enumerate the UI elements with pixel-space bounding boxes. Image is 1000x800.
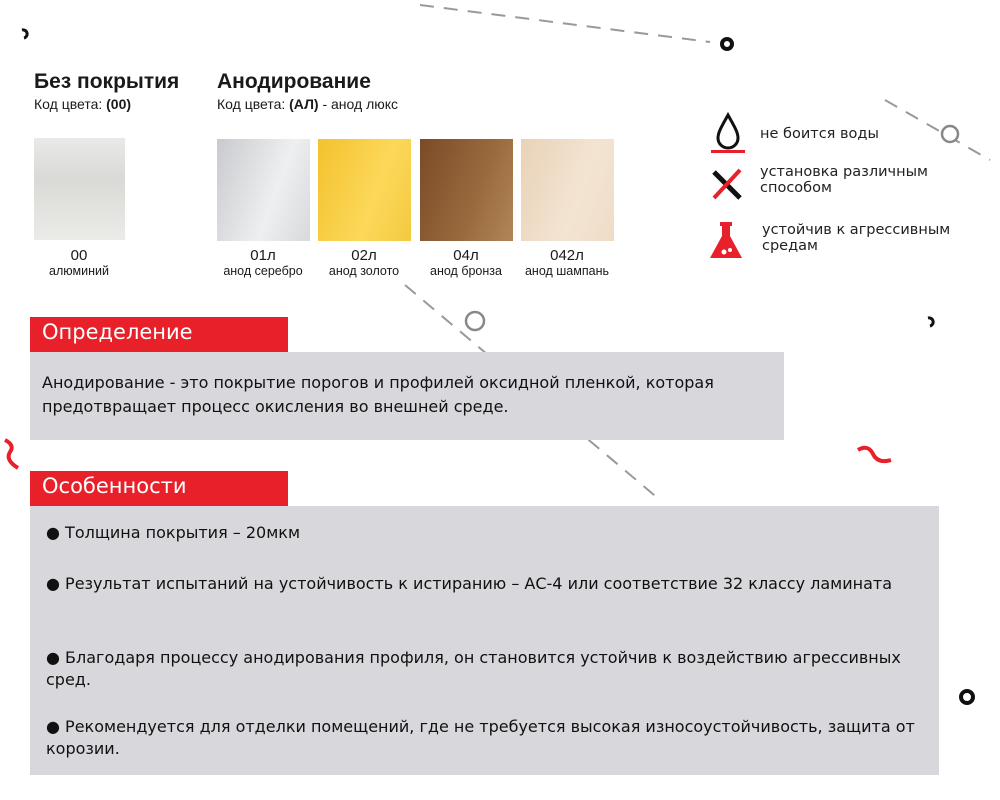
swatch-label-04l: 04л анод бронза xyxy=(430,247,502,278)
swatch-label-00: 00 алюминий xyxy=(49,247,109,278)
swatch-00 xyxy=(34,138,125,240)
definition-text: Анодирование - это покрытие порогов и пр… xyxy=(42,373,714,416)
feature-water: не боится воды xyxy=(760,126,879,142)
water-drop-icon xyxy=(711,112,745,153)
swatch-02l xyxy=(318,139,411,241)
specifics-item: ● Рекомендуется для отделки помещений, г… xyxy=(46,717,915,758)
swatch-label-02l: 02л анод золото xyxy=(328,247,400,278)
swatch-042l xyxy=(521,139,614,241)
flask-icon xyxy=(710,222,742,258)
uncoated-code: Код цвета: (00) xyxy=(34,96,132,112)
definition-heading: Определение xyxy=(30,317,288,352)
anodizing-code: Код цвета: (АЛ) - анод люкс xyxy=(217,96,399,112)
swatch-04l xyxy=(420,139,513,241)
swatch-label-042l: 042л анод шампань xyxy=(524,247,609,278)
specifics-heading: Особенности xyxy=(30,471,288,506)
swatch-label-01l: 01л анод серебро xyxy=(223,247,303,278)
specifics-item: ● Толщина покрытия – 20мкм xyxy=(46,523,301,542)
specifics-item: ● Благодаря процессу анодирования профил… xyxy=(46,648,901,689)
specifics-panel: ● Толщина покрытия – 20мкм ● Результат и… xyxy=(30,506,939,775)
specifics-item: ● Результат испытаний на устойчивость к … xyxy=(46,574,893,593)
uncoated-title: Без покрытия xyxy=(34,70,180,93)
feature-chemical: устойчив к агрессивным средам xyxy=(762,222,951,254)
definition-panel: Анодирование - это покрытие порогов и пр… xyxy=(30,352,784,440)
anodizing-title: Анодирование xyxy=(217,70,371,93)
swatch-01l xyxy=(217,139,310,241)
feature-install: установка различным способом xyxy=(760,164,928,196)
tools-icon xyxy=(712,168,742,200)
